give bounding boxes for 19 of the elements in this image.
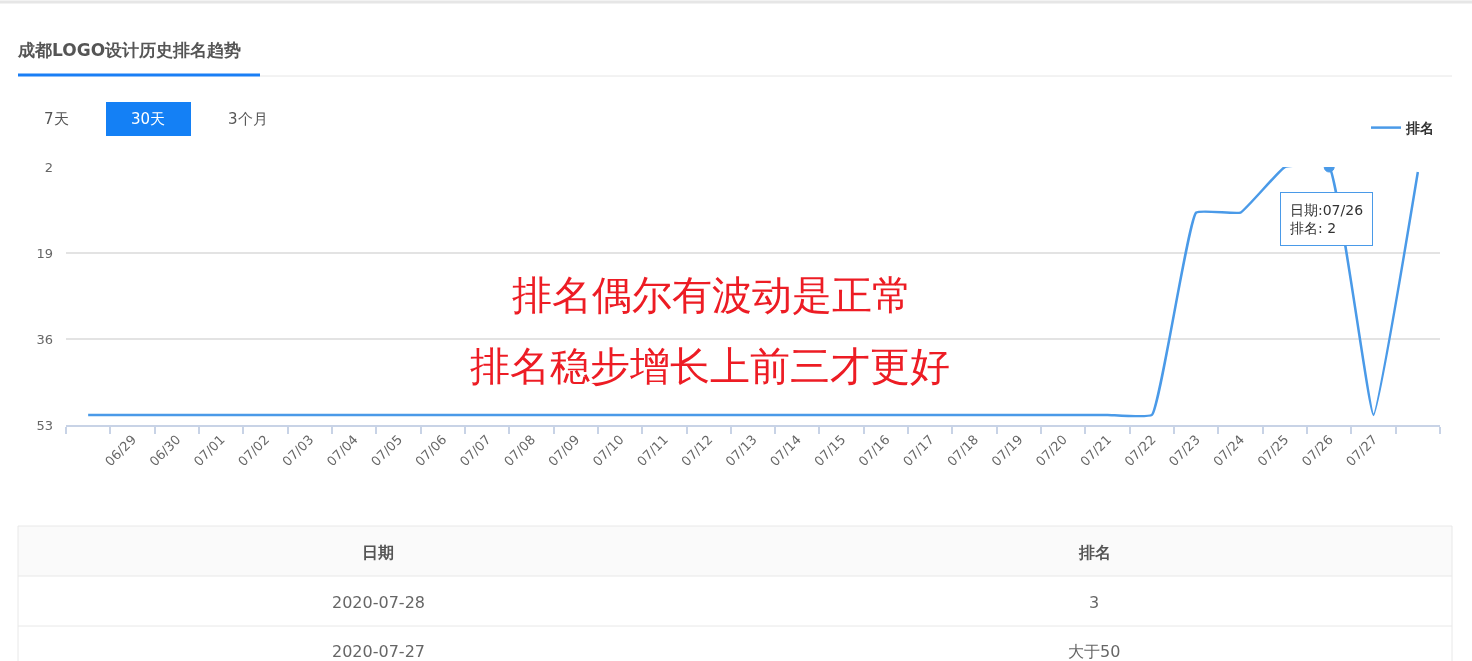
y-tick-label: 53 xyxy=(36,417,53,433)
text: 3 xyxy=(1089,593,1100,612)
y-tick-label: 19 xyxy=(36,245,53,261)
annotation: 排名偶尔有波动是正常 xyxy=(512,272,912,318)
text: 3个月 xyxy=(228,110,268,128)
text: 排名 xyxy=(1078,543,1111,562)
line-series xyxy=(86,167,1420,418)
legend-label: 排名 xyxy=(1405,120,1434,137)
text: 日期 xyxy=(362,543,394,562)
text: 30天 xyxy=(131,110,166,128)
text: 2020-07-28 xyxy=(332,593,425,612)
annotation: 排名稳步增长上前三才更好 xyxy=(470,343,950,389)
y-tick-label: 36 xyxy=(36,331,53,347)
text: 大于50 xyxy=(1068,642,1121,661)
chart-title: 成都LOGO设计历史排名趋势 xyxy=(17,39,242,60)
text: 7天 xyxy=(44,110,69,128)
text: 2020-07-27 xyxy=(332,642,425,661)
annotation: 日期:07/26 排名: 2 xyxy=(1290,202,1364,237)
y-tick-label: 2 xyxy=(44,159,53,175)
